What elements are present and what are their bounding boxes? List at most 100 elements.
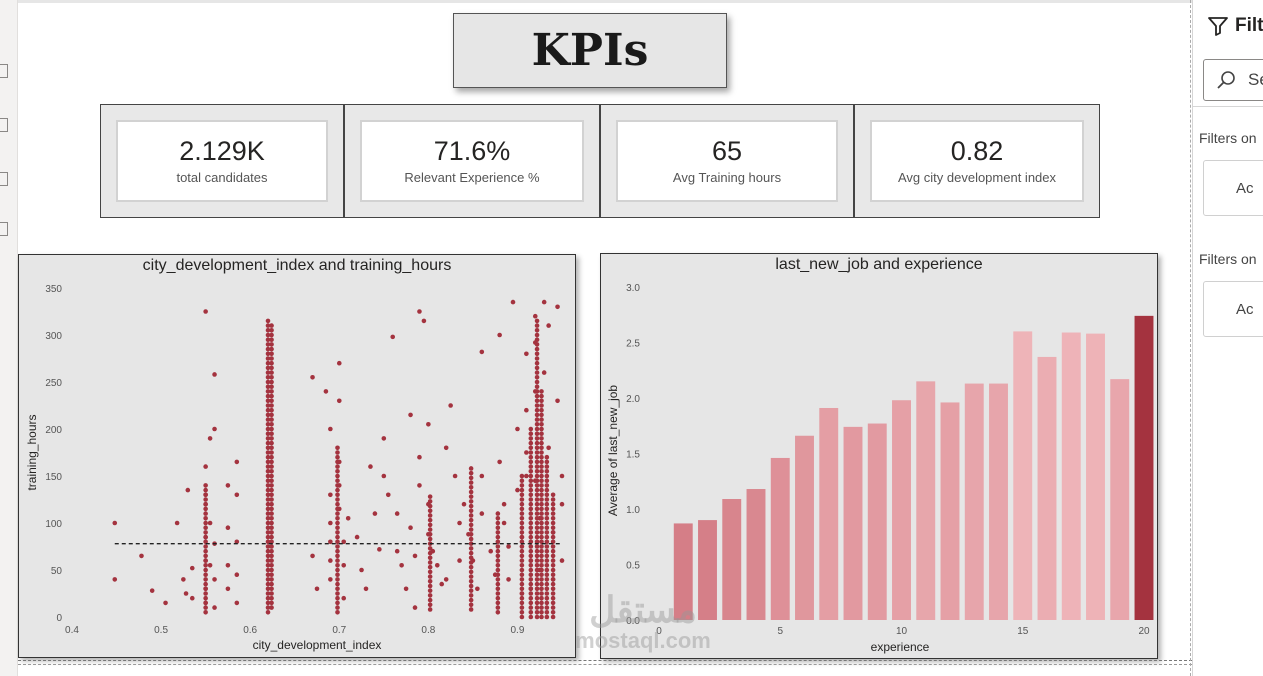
data-point: [539, 459, 544, 465]
data-point: [528, 440, 534, 446]
data-point: [212, 372, 217, 377]
data-point: [265, 558, 271, 563]
data-point: [534, 365, 540, 371]
data-point: [225, 586, 231, 592]
model-view-icon[interactable]: [0, 172, 8, 186]
filter-search-input[interactable]: Se: [1203, 59, 1263, 101]
data-point: [528, 567, 534, 573]
data-point: [265, 393, 271, 399]
data-point: [519, 558, 525, 563]
y-tick-label: 250: [45, 378, 62, 389]
data-point: [203, 534, 208, 540]
data-point: [335, 548, 340, 554]
data-point: [544, 530, 550, 535]
data-point: [534, 492, 540, 498]
data-point: [534, 370, 540, 375]
bar: [916, 381, 936, 620]
y-axis-label: Average of last_new_job: [606, 385, 620, 517]
data-point: [534, 473, 540, 479]
data-point: [550, 497, 556, 502]
data-point: [207, 520, 213, 526]
filters-on-all-pages-label: Filters on: [1199, 251, 1257, 267]
data-point: [528, 558, 534, 563]
data-point: [427, 508, 433, 514]
data-point: [534, 403, 540, 408]
x-tick-label: 5: [777, 626, 783, 637]
data-point: [461, 501, 467, 507]
data-point: [519, 506, 525, 512]
data-point: [519, 492, 525, 498]
data-point: [544, 478, 550, 483]
data-point: [544, 473, 550, 479]
data-point: [335, 445, 340, 451]
data-point: [269, 567, 274, 573]
data-point: [427, 602, 433, 608]
data-point: [539, 595, 544, 601]
data-point: [203, 563, 208, 568]
data-point: [539, 610, 544, 615]
data-point: [427, 588, 433, 593]
data-point: [203, 506, 208, 512]
data-point: [544, 487, 550, 493]
y-tick-label: 0.0: [626, 616, 640, 627]
data-point: [544, 572, 550, 577]
data-point: [427, 569, 433, 575]
data-point: [550, 516, 556, 521]
data-point: [534, 445, 540, 451]
data-point: [426, 422, 431, 427]
kpi-label: Avg Training hours: [672, 170, 782, 186]
y-tick-label: 50: [51, 566, 63, 577]
data-point: [539, 450, 544, 455]
data-point: [417, 454, 422, 460]
data-point: [519, 572, 525, 577]
data-point: [345, 516, 351, 521]
data-point: [519, 525, 525, 530]
data-point: [555, 304, 560, 310]
data-point: [335, 539, 340, 545]
data-point: [265, 473, 271, 479]
data-point: [519, 581, 525, 587]
kpi-card-avg-city-development[interactable]: 0.82 Avg city development index: [854, 104, 1100, 218]
data-point: [528, 483, 534, 488]
data-point: [528, 511, 534, 516]
data-point: [519, 539, 525, 545]
data-point: [539, 478, 544, 483]
add-filter-well-all[interactable]: Ac: [1203, 281, 1263, 337]
data-point: [534, 586, 540, 592]
data-point: [427, 607, 433, 612]
data-point: [550, 492, 556, 498]
data-point: [269, 506, 274, 512]
data-point: [269, 558, 274, 563]
kpi-card-relevant-experience[interactable]: 71.6% Relevant Experience %: [344, 104, 600, 218]
scatter-chart-panel[interactable]: city_development_index and training_hour…: [18, 254, 576, 658]
data-point: [544, 520, 550, 526]
data-point: [335, 478, 340, 483]
data-point: [335, 525, 340, 530]
filters-header[interactable]: Filt: [1207, 15, 1263, 37]
add-filter-well-page[interactable]: Ac: [1203, 160, 1263, 216]
data-point: [269, 375, 274, 380]
data-point: [528, 464, 534, 469]
data-point: [335, 605, 340, 610]
dax-view-icon[interactable]: [0, 222, 8, 236]
data-point: [544, 539, 550, 545]
data-point: [479, 349, 485, 355]
data-point: [550, 558, 556, 563]
bar-chart-panel[interactable]: last_new_job and experience 0.0 0.5 1.0 1.5…: [600, 253, 1158, 659]
data-point: [539, 586, 544, 592]
data-point: [265, 459, 271, 465]
data-point: [468, 517, 474, 523]
table-view-icon[interactable]: [0, 118, 8, 132]
data-point: [495, 563, 501, 568]
title-box[interactable]: KPIs: [453, 13, 727, 88]
data-point: [265, 365, 271, 371]
data-point: [539, 440, 544, 446]
kpi-card-avg-training-hours[interactable]: 65 Avg Training hours: [600, 104, 854, 218]
data-point: [139, 553, 144, 559]
kpi-card-total-candidates[interactable]: 2.129K total candidates: [100, 104, 344, 218]
data-point: [528, 614, 534, 620]
scatter-chart-title: city_development_index and training_hour…: [142, 257, 452, 274]
report-view-icon[interactable]: [0, 64, 8, 78]
data-point: [534, 511, 540, 516]
data-point: [421, 318, 427, 324]
